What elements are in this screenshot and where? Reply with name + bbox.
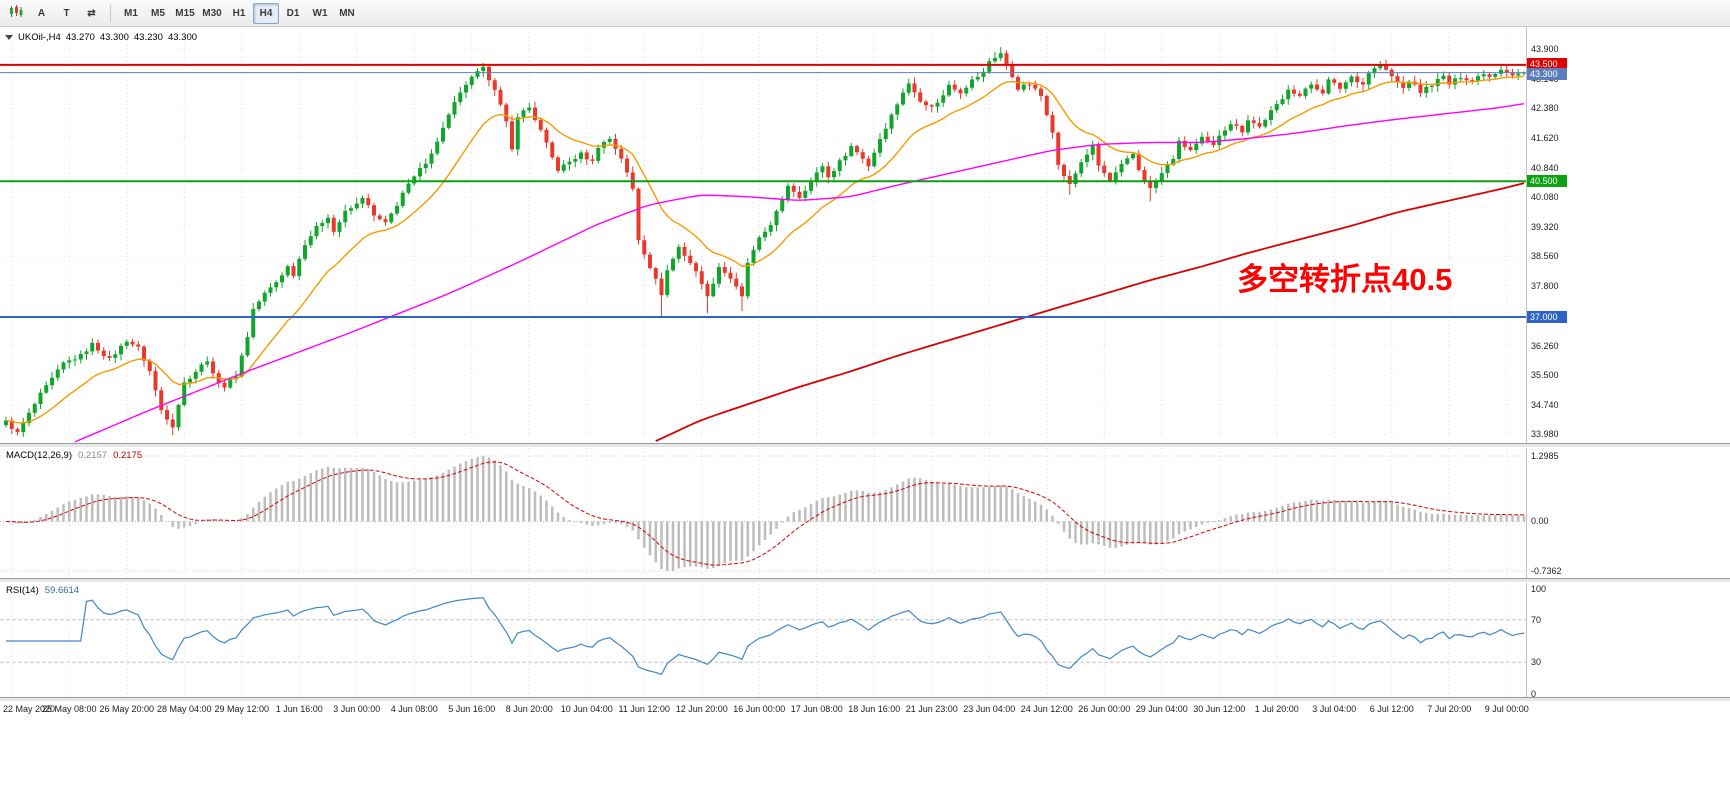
timeframe-mn-button[interactable]: MN (334, 3, 360, 24)
time-tick-label: 25 May 08:00 (41, 704, 97, 714)
macd-value-main: 0.2157 (78, 450, 108, 461)
timeframe-w1-button[interactable]: W1 (307, 3, 333, 24)
price-tick-label: 39.320 (1531, 221, 1559, 232)
current-price-line-badge: 43.300 (1527, 67, 1567, 80)
price-tick-label: 38.560 (1531, 251, 1559, 262)
price-tick-label: 41.620 (1531, 132, 1559, 143)
time-tick-label: 6 Jul 12:00 (1369, 704, 1414, 714)
price-tick-label: 37.800 (1531, 280, 1559, 291)
timeframe-d1-button[interactable]: D1 (280, 3, 306, 24)
macd-axis-label: -0.7362 (1531, 566, 1562, 576)
cycle-tool-button[interactable]: ⇄ (80, 3, 103, 24)
symbol-period-label: UKOil-,H4 (18, 32, 61, 43)
macd-axis-label: 1.2985 (1531, 451, 1559, 461)
time-tick-label: 17 Jun 08:00 (790, 704, 843, 714)
timeframe-m15-button[interactable]: M15 (172, 3, 198, 24)
time-tick-label: 29 May 12:00 (214, 704, 270, 714)
time-tick-label: 22 May 2020 (3, 704, 56, 714)
time-tick-label: 7 Jul 20:00 (1427, 704, 1472, 714)
rsi-title: RSI(14) (6, 585, 39, 596)
pane-separator-macd[interactable] (0, 443, 1730, 448)
time-tick-label: 5 Jun 16:00 (448, 704, 496, 714)
time-tick-label: 1 Jun 16:00 (275, 704, 323, 714)
time-tick-label: 16 Jun 00:00 (733, 704, 786, 714)
price-tick-label: 40.840 (1531, 163, 1559, 173)
time-tick-label: 10 Jun 04:00 (560, 704, 613, 714)
rsi-axis-label: 100 (1531, 584, 1547, 594)
chart-type-button[interactable] (4, 3, 28, 24)
ohlc-close: 43.300 (167, 32, 198, 43)
time-tick-label: 30 Jun 12:00 (1193, 704, 1246, 714)
ohlc-low: 43.230 (133, 32, 163, 43)
price-tick-label: 34.740 (1531, 399, 1559, 410)
time-tick-label: 29 Jun 04:00 (1135, 704, 1188, 714)
time-tick-label: 1 Jul 20:00 (1254, 704, 1299, 714)
timeframe-m30-button[interactable]: M30 (199, 3, 225, 24)
rsi-label: RSI(14) 59.6614 (6, 585, 79, 596)
price-tick-label: 42.380 (1531, 103, 1559, 114)
candlestick-chart-icon (9, 5, 23, 21)
rsi-axis-label: 0 (1531, 689, 1537, 699)
time-tick-label: 24 Jun 12:00 (1020, 704, 1073, 714)
timeframe-h4-button[interactable]: H4 (253, 2, 279, 24)
timeframe-h1-button[interactable]: H1 (226, 3, 252, 24)
time-tick-label: 11 Jun 12:00 (618, 704, 670, 714)
pane-separator-rsi[interactable] (0, 578, 1730, 583)
rsi-axis-label: 30 (1531, 657, 1542, 668)
chart-title: UKOil-,H4 43.270 43.300 43.230 43.300 (5, 32, 197, 43)
time-tick-label: 4 Jun 08:00 (390, 704, 438, 714)
time-tick-label: 12 Jun 20:00 (675, 704, 728, 714)
macd-label: MACD(12,26,9) 0.2157 0.2175 (6, 450, 142, 461)
text-tool-button[interactable]: T (55, 3, 78, 24)
timeframe-buttons: M1 M5 M15 M30 H1 H4 D1 W1 MN (118, 2, 360, 24)
toolbar-separator (110, 4, 111, 22)
macd-axis-label: 0.00 (1531, 516, 1549, 527)
time-tick-label: 23 Jun 04:00 (963, 704, 1016, 714)
resistance-line-badge: 43.500 (1527, 57, 1567, 70)
pane-separator-timeaxis[interactable] (0, 697, 1730, 702)
macd-title: MACD(12,26,9) (6, 450, 72, 461)
macd-value-signal: 0.2175 (113, 450, 143, 461)
price-tick-label: 35.500 (1531, 370, 1559, 381)
rsi-value: 59.6614 (44, 585, 80, 596)
time-tick-label: 3 Jun 00:00 (333, 704, 381, 714)
time-tick-label: 9 Jul 00:00 (1484, 704, 1529, 714)
ohlc-open: 43.270 (65, 32, 95, 43)
time-tick-label: 28 May 04:00 (156, 704, 212, 714)
ohlc-high: 43.300 (99, 32, 129, 43)
time-tick-label: 8 Jun 20:00 (505, 704, 553, 714)
rsi-axis-label: 70 (1531, 614, 1542, 625)
price-axis-border (1526, 27, 1527, 702)
price-tick-label: 33.980 (1531, 429, 1559, 440)
time-tick-label: 26 May 20:00 (99, 704, 155, 714)
time-tick-label: 3 Jul 04:00 (1312, 704, 1357, 714)
time-tick-label: 26 Jun 00:00 (1078, 704, 1131, 714)
time-tick-label: 21 Jun 23:00 (905, 704, 958, 714)
timeframe-m5-button[interactable]: M5 (145, 3, 171, 24)
time-tick-label: 18 Jun 16:00 (848, 704, 901, 714)
timeframe-m1-button[interactable]: M1 (118, 3, 144, 24)
cursor-tool-button[interactable]: A (30, 3, 53, 24)
price-tick-label: 40.080 (1531, 192, 1559, 203)
price-tick-label: 43.900 (1531, 44, 1559, 55)
price-tick-label: 36.260 (1531, 340, 1559, 351)
pivot-line-badge: 40.500 (1527, 175, 1567, 188)
collapse-ohlc-icon[interactable] (5, 35, 13, 40)
support-line-badge: 37.000 (1527, 310, 1567, 323)
chart-annotation-text: 多空转折点40.5 (1237, 262, 1453, 297)
toolbar: A T ⇄ M1 M5 M15 M30 H1 H4 D1 W1 MN (0, 0, 1730, 27)
